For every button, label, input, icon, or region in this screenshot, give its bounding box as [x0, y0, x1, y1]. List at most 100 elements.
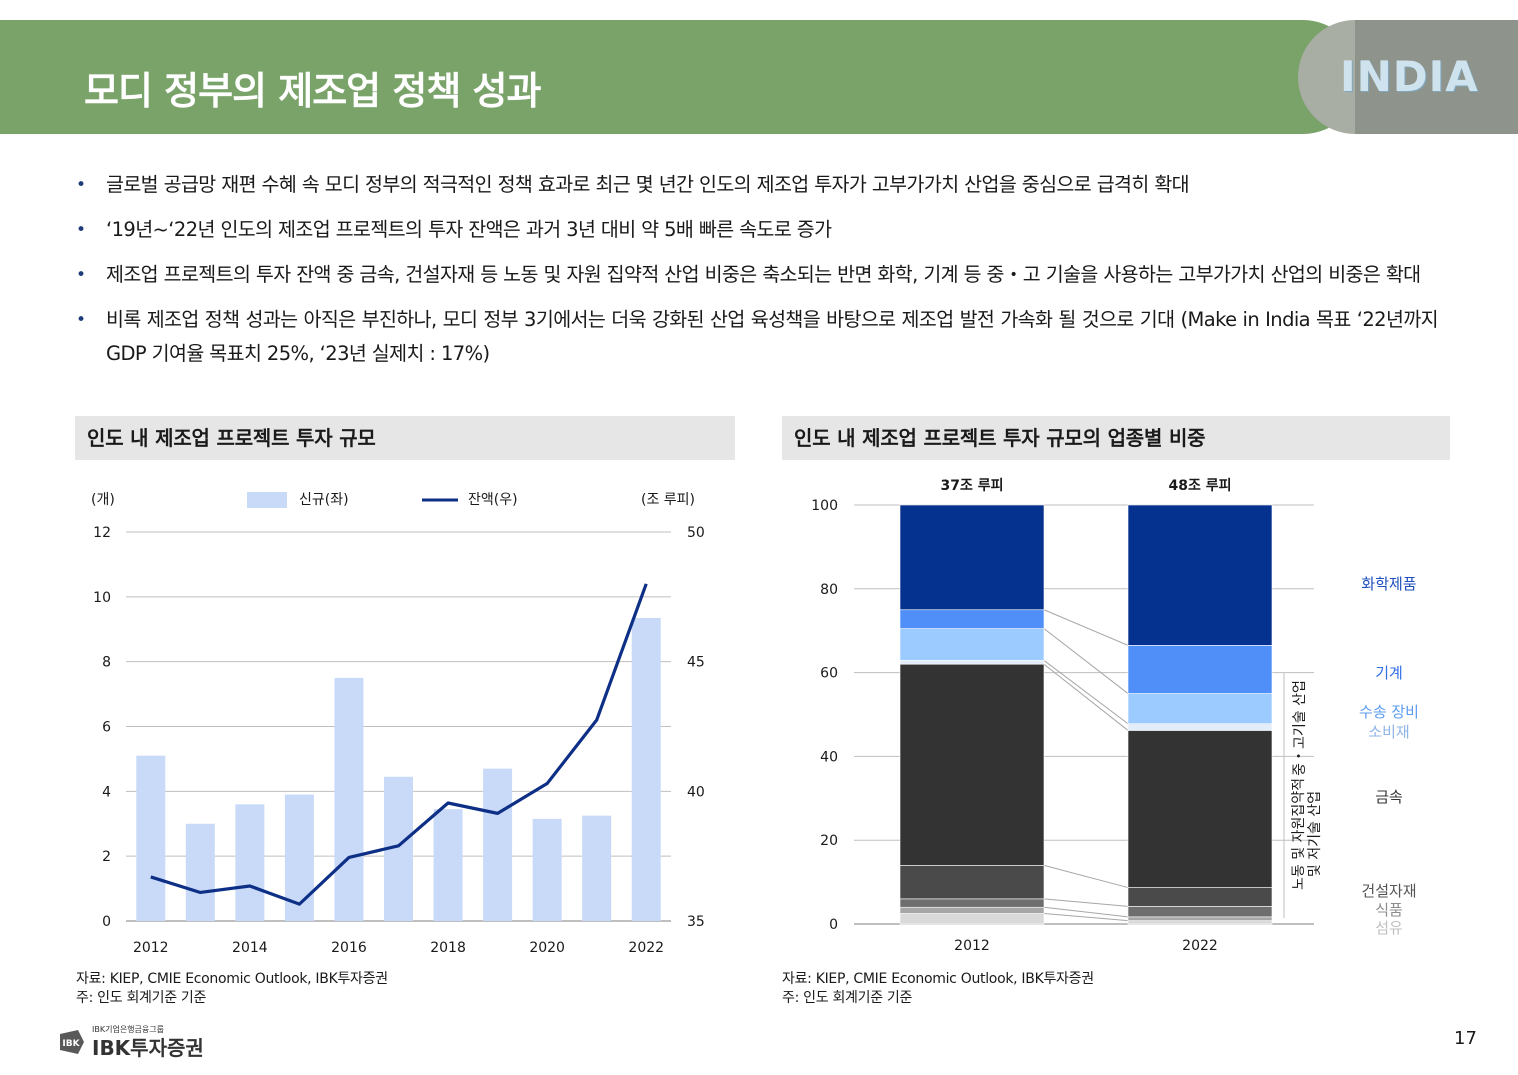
bullet-text: ‘19년~‘22년 인도의 제조업 프로젝트의 투자 잔액은 과거 3년 대비 …: [106, 218, 832, 241]
right-axis-unit: (조 루피): [641, 492, 695, 508]
segment-connector-line: [1043, 864, 1129, 889]
legend-label: 기계: [1375, 664, 1403, 682]
legend-label: 섬유: [1375, 919, 1403, 937]
stacked-bar-segment: [899, 906, 1045, 914]
bar-new-projects: [631, 617, 661, 921]
bullet-list: • 글로벌 공급망 재편 수혜 속 모디 정부의 적극적인 정책 효과로 최근 몇…: [76, 168, 1439, 382]
left-axis-unit: (개): [91, 492, 115, 508]
footer-logo-sub: IBK기업은행금융그룹: [92, 1025, 164, 1034]
right-axis-tick-label: 45: [687, 655, 705, 671]
note-text: 주: 인도 회계기준 기준: [76, 990, 207, 1006]
right-chart-title: 인도 내 제조업 프로젝트 투자 규모의 업종별 비중: [782, 416, 1450, 460]
bullet-dot-icon: •: [76, 310, 86, 330]
left-axis-tick-label: 6: [102, 720, 111, 736]
right-axis-tick-label: 50: [687, 525, 705, 541]
group-label-low-tech-2: 및 저기술 산업: [1307, 791, 1323, 877]
legend-line-label: 잔액(우): [468, 492, 518, 508]
legend-label: 수송 장비: [1359, 703, 1419, 721]
bullet-dot-icon: •: [76, 265, 86, 285]
left-axis-tick-label: 4: [102, 784, 111, 800]
bullet-item: • 제조업 프로젝트의 투자 잔액 중 금속, 건설자재 등 노동 및 자원 집약…: [76, 258, 1438, 292]
sector-share-chart: 37조 루피 48조 루피 0 20 40 60 80 100 2012 2022 화학제품기…: [811, 478, 1419, 954]
right-chart-source: 자료: KIEP, CMIE Economic Outlook, IBK투자증권…: [782, 970, 1094, 1008]
investment-scale-chart: (개) (조 루피) 신규(좌) 잔액(우) 0 2 4 6 8 10 12 35 40 45 50…: [91, 492, 705, 956]
header-logo-background: [1355, 20, 1518, 134]
bar-new-projects: [433, 809, 463, 921]
stacked-bar-segment: [1127, 693, 1273, 725]
stacked-bar-segment: [899, 663, 1045, 866]
bar-new-projects: [582, 815, 612, 921]
segment-connector-line: [1043, 609, 1129, 646]
note-text: 주: 인도 회계기준 기준: [782, 990, 913, 1006]
bullet-text: 제조업 프로젝트의 투자 잔액 중 금속, 건설자재 등 노동 및 자원 집약적…: [106, 263, 1421, 286]
right-axis-tick-label: 35: [687, 914, 705, 930]
bar-new-projects: [532, 818, 562, 921]
bar-new-projects: [235, 804, 265, 921]
y-axis-tick-label: 80: [820, 582, 838, 598]
stacked-bar-segment: [1127, 887, 1273, 907]
legend-label: 소비재: [1368, 723, 1409, 741]
bullet-item: • 비록 제조업 정책 성과는 아직은 부진하나, 모디 정부 3기에서는 더욱 …: [76, 303, 1439, 371]
source-text: 자료: KIEP, CMIE Economic Outlook, IBK투자증권: [76, 971, 388, 987]
stacked-bar-segment: [1127, 723, 1273, 731]
stacked-bar-segment: [1127, 730, 1273, 888]
x-axis-tick-label: 2014: [232, 940, 268, 956]
stacked-bar-segment: [1127, 504, 1273, 646]
page-title: 모디 정부의 제조업 정책 성과: [84, 69, 541, 113]
legend-bar-label: 신규(좌): [299, 492, 349, 508]
stacked-bar-segment: [899, 898, 1045, 908]
segment-connector-line: [1043, 663, 1129, 731]
right-axis-tick-label: 40: [687, 784, 705, 800]
x-axis-tick-label: 2016: [331, 940, 367, 956]
x-axis-tick-label: 2012: [954, 938, 990, 954]
stacked-bar-segment: [899, 913, 1045, 925]
stacked-bar-segment: [1127, 920, 1273, 925]
bar-top-label: 37조 루피: [941, 478, 1004, 494]
segment-connector-line: [1043, 913, 1129, 922]
footer-logo-name: IBK투자증권: [92, 1036, 204, 1060]
stacked-bar-segment: [899, 628, 1045, 661]
y-axis-tick-label: 100: [811, 498, 838, 514]
line-outstanding-balance: [150, 583, 648, 906]
bullet-text: 글로벌 공급망 재편 수혜 속 모디 정부의 적극적인 정책 효과로 최근 몇 …: [106, 173, 1190, 196]
bar-top-label: 48조 루피: [1169, 478, 1232, 494]
legend-label: 금속: [1375, 788, 1403, 806]
group-label-low-tech: 노동 및 자원집약적: [1291, 778, 1307, 890]
stacked-bar-segment: [1127, 906, 1273, 918]
india-logo-text: INDIA: [1340, 52, 1479, 101]
stacked-bar-segment: [899, 660, 1045, 665]
legend-label: 화학제품: [1361, 575, 1416, 593]
bar-new-projects: [483, 768, 513, 921]
bullet-dot-icon: •: [76, 220, 86, 240]
stacked-bar-segment: [899, 865, 1045, 900]
left-chart-source: 자료: KIEP, CMIE Economic Outlook, IBK투자증권…: [76, 970, 388, 1008]
group-label-high-tech: 중・고기술 산업: [1292, 680, 1308, 776]
left-axis-tick-label: 12: [93, 525, 111, 541]
page-number: 17: [1454, 1028, 1477, 1049]
left-axis-tick-label: 8: [102, 655, 111, 671]
stacked-bar-segment: [899, 609, 1045, 629]
india-logo: INDIA: [1340, 52, 1479, 101]
x-axis-tick-label: 2020: [529, 940, 565, 956]
bar-new-projects: [185, 823, 215, 921]
y-axis-tick-label: 40: [820, 749, 838, 765]
left-axis-tick-label: 10: [93, 590, 111, 606]
bullet-dot-icon: •: [76, 175, 86, 195]
left-axis-tick-label: 0: [102, 914, 111, 930]
source-text: 자료: KIEP, CMIE Economic Outlook, IBK투자증권: [782, 971, 1094, 987]
bullet-item: • ‘19년~‘22년 인도의 제조업 프로젝트의 투자 잔액은 과거 3년 대비…: [76, 213, 1438, 247]
left-axis-tick-label: 2: [102, 849, 111, 865]
x-axis-tick-label: 2018: [430, 940, 466, 956]
svg-text:IBK: IBK: [62, 1039, 80, 1049]
left-chart-title: 인도 내 제조업 프로젝트 투자 규모: [75, 416, 735, 460]
stacked-bar-segment: [1127, 645, 1273, 694]
stacked-bar-segment: [899, 504, 1045, 611]
y-axis-tick-label: 0: [829, 917, 838, 933]
header-bar: [0, 20, 1360, 134]
ibk-logo-icon: IBK: [60, 1030, 84, 1054]
bullet-item: • 글로벌 공급망 재편 수혜 속 모디 정부의 적극적인 정책 효과로 최근 몇…: [76, 168, 1438, 202]
segment-connector-line: [1043, 660, 1129, 725]
legend-label: 식품: [1375, 901, 1403, 919]
legend-bar-swatch: [247, 492, 287, 508]
bar-new-projects: [334, 677, 364, 921]
